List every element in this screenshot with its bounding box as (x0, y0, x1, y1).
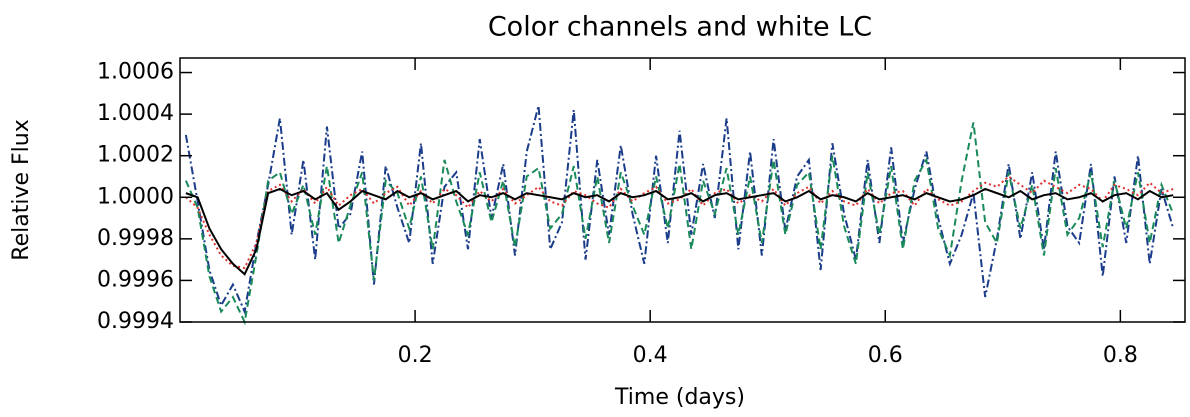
y-tick-label: 0.9998 (97, 226, 174, 251)
y-tick-label: 1.0002 (97, 143, 174, 168)
series-line (185, 187, 1174, 276)
y-tick-label: 1.0000 (97, 184, 174, 209)
y-axis-title: Relative Flux (9, 119, 34, 260)
y-tick-label: 1.0006 (97, 60, 174, 85)
chart-title: Color channels and white LC (488, 12, 872, 43)
x-tick-label: 0.6 (868, 343, 903, 368)
x-tick-label: 0.2 (398, 343, 433, 368)
series-line (184, 105, 1175, 316)
series-line (185, 175, 1174, 270)
x-tick-label: 0.4 (633, 343, 668, 368)
y-tick-label: 0.9996 (97, 267, 174, 292)
x-tick-label: 0.8 (1103, 343, 1138, 368)
x-axis-title: Time (days) (614, 385, 745, 410)
axes-frame (179, 57, 1186, 323)
plot-area (184, 105, 1175, 326)
y-tick-label: 1.0004 (97, 101, 174, 126)
y-tick-label: 0.9994 (97, 309, 174, 334)
series-line (184, 122, 1175, 326)
